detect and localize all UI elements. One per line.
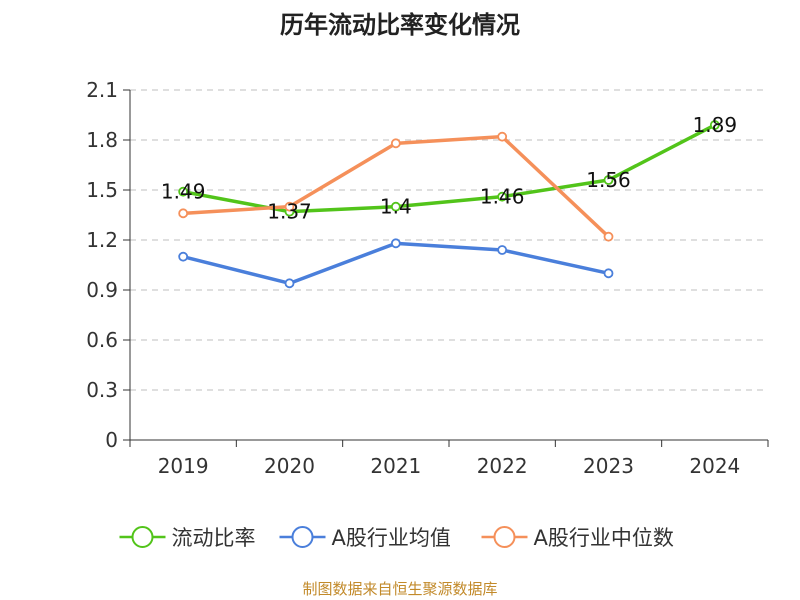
y-tick-label: 1.8 — [86, 128, 118, 152]
data-point — [178, 208, 189, 219]
data-point — [603, 268, 614, 279]
data-point — [603, 231, 614, 242]
source-note: 制图数据来自恒生聚源数据库 — [302, 580, 497, 598]
legend-label: 流动比率 — [172, 526, 256, 550]
data-label: 1.49 — [161, 180, 206, 204]
data-label: 1.4 — [380, 195, 412, 219]
series-line-1 — [181, 241, 611, 286]
data-point — [390, 238, 401, 249]
legend-label: A股行业中位数 — [534, 526, 674, 550]
data-label-layer: 1.49 1.37 1.4 1.46 1.56 1.89 — [161, 113, 737, 224]
data-label: 1.56 — [586, 168, 631, 192]
legend-marker-icon — [493, 526, 516, 548]
x-tick-label: 2019 — [158, 454, 209, 478]
y-tick-label: 1.5 — [86, 178, 118, 202]
data-label: 1.37 — [267, 200, 312, 224]
data-point — [178, 251, 189, 262]
chart-title: 历年流动比率变化情况 — [280, 11, 520, 39]
data-point — [178, 186, 189, 197]
y-tick-label: 0.3 — [86, 378, 118, 402]
y-tick-label: 0 — [105, 428, 118, 452]
data-point — [390, 138, 401, 149]
legend-item[interactable]: A股行业均值 — [279, 526, 451, 550]
x-tick-label: 2022 — [477, 454, 528, 478]
data-point — [603, 175, 614, 185]
legend-item[interactable]: 流动比率 — [119, 526, 256, 550]
y-tick-label: 0.9 — [86, 278, 118, 302]
x-tick-label: 2023 — [583, 454, 634, 478]
series-layer — [178, 120, 720, 289]
x-tick-label: 2020 — [264, 454, 315, 478]
x-tick-label: 2021 — [370, 454, 421, 478]
data-point — [709, 120, 720, 130]
data-point — [497, 191, 508, 202]
data-point — [390, 201, 401, 212]
data-point — [284, 201, 295, 212]
grid-layer — [130, 89, 768, 391]
legend-marker-icon — [291, 526, 314, 548]
data-point — [497, 245, 508, 255]
legend-marker-icon — [131, 526, 154, 548]
data-label: 1.46 — [480, 185, 525, 209]
series-line-0 — [181, 123, 717, 214]
series-line-2 — [181, 134, 611, 239]
x-tick-label: 2024 — [689, 454, 740, 478]
y-tick-label: 2.1 — [86, 78, 118, 102]
legend-label: A股行业均值 — [332, 526, 451, 550]
data-label: 1.89 — [693, 113, 738, 137]
data-point — [284, 278, 295, 289]
legend: 流动比率 A股行业均值 A股行业中位数 — [119, 526, 674, 550]
y-tick-label: 1.2 — [86, 228, 118, 252]
y-tick-label: 0.6 — [86, 328, 118, 352]
data-point — [497, 131, 508, 142]
axis-layer: 0 0.3 0.6 0.9 1.2 1.5 1.8 2.1 2019 2020 2021 2022 20… — [86, 78, 769, 478]
legend-item[interactable]: A股行业中位数 — [481, 526, 674, 550]
